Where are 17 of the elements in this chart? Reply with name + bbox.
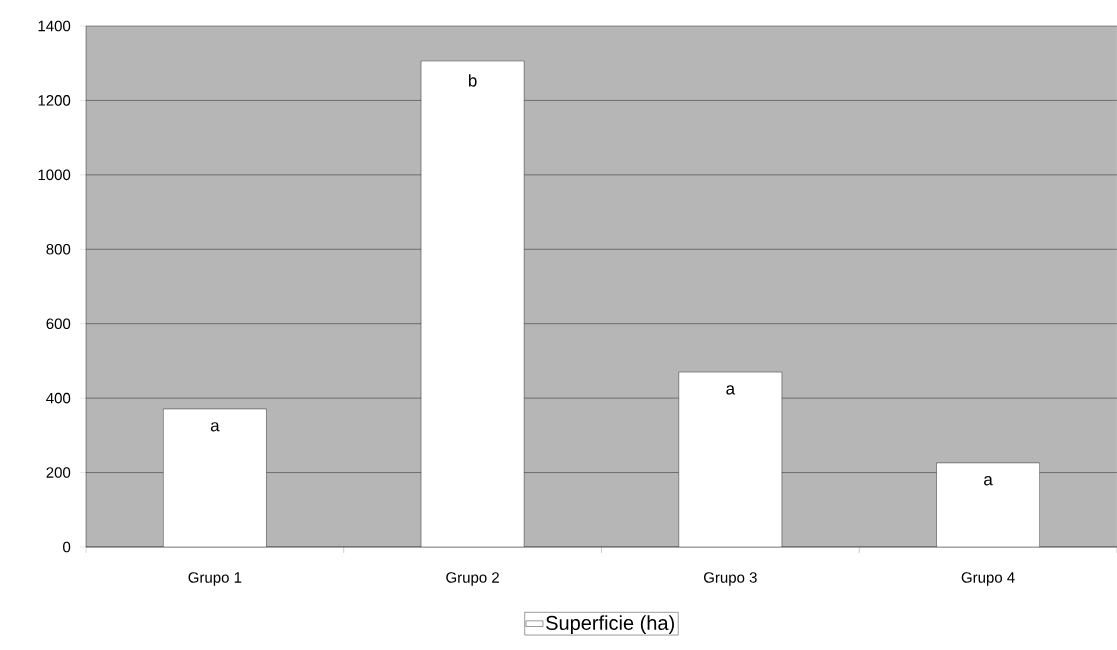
- y-tick-label: 0: [63, 541, 71, 553]
- x-tick-label: Grupo 3: [704, 572, 757, 586]
- x-tick-label: Grupo 1: [188, 572, 242, 586]
- y-tick-label: 600: [46, 318, 71, 330]
- annotation: b: [468, 74, 477, 87]
- y-tick-label: 1200: [38, 95, 71, 106]
- annotation: a: [984, 476, 993, 486]
- annotation: a: [726, 385, 736, 395]
- annotation: a: [210, 422, 220, 432]
- legend-label: Superficie (ha): [546, 615, 674, 634]
- y-tick-label: 1000: [38, 169, 71, 181]
- y-tick-label: 800: [46, 243, 71, 255]
- y-tick-label: 1400: [38, 20, 71, 32]
- x-tick-label: Grupo 4: [961, 572, 1015, 586]
- y-tick-label: 200: [46, 467, 71, 478]
- x-tick-label: Grupo 2: [446, 572, 499, 586]
- y-tick-label: 400: [46, 392, 71, 404]
